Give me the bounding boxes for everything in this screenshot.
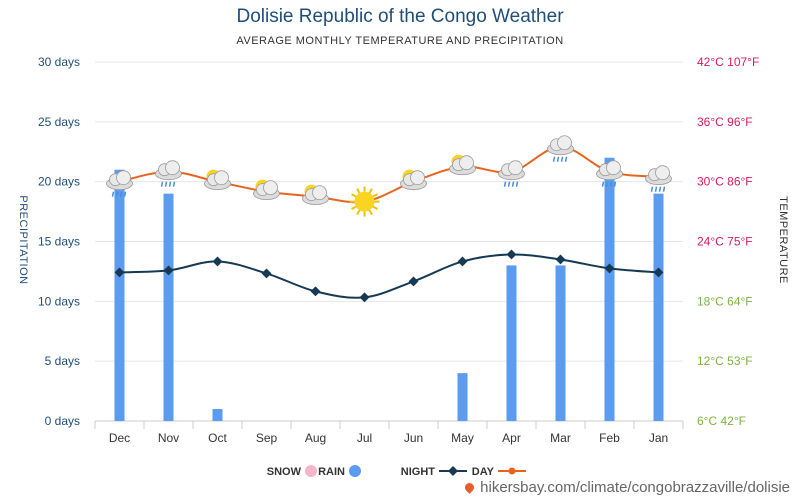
cloud-rain-icon — [547, 135, 574, 162]
x-tick-label: Oct — [208, 431, 227, 445]
x-tick-label: Apr — [502, 431, 521, 445]
y-axis-title-left: PRECIPITATION — [17, 195, 29, 284]
night-point — [310, 286, 321, 297]
source-url: hikersbay.com/climate/congobrazzaville/d… — [480, 479, 790, 496]
x-tick-label: May — [451, 431, 474, 445]
rain-bar — [506, 265, 517, 421]
right-tick-label: 24°C 75°F — [697, 235, 753, 249]
cloud-rain-icon — [106, 170, 133, 197]
night-temperature-line — [119, 253, 659, 299]
x-tick-label: Jun — [404, 431, 423, 445]
right-tick-label: 30°C 86°F — [697, 175, 753, 189]
legend-snow-marker — [305, 465, 317, 477]
right-tick-label: 36°C 96°F — [697, 115, 753, 129]
night-point — [261, 268, 272, 279]
x-tick-label: Feb — [599, 431, 620, 445]
left-tick-label: 30 days — [38, 55, 80, 69]
legend-night-label: NIGHT — [401, 466, 436, 478]
sun-cloud-icon — [253, 179, 280, 201]
x-tick-label: Aug — [305, 431, 326, 445]
legend-day-label: DAY — [472, 466, 495, 478]
chart-title: Dolisie Republic of the Congo Weather — [236, 6, 564, 27]
night-point — [555, 254, 566, 265]
cloud-rain-icon — [498, 160, 525, 187]
night-point — [163, 265, 174, 276]
x-tick-label: Mar — [550, 431, 571, 445]
y-axis-title-right: TEMPERATURE — [777, 196, 789, 284]
night-point — [604, 263, 615, 274]
right-tick-label: 42°C 107°F — [697, 55, 759, 69]
legend-night-marker — [448, 466, 458, 476]
right-tick-label: 18°C 64°F — [697, 294, 753, 308]
sun-cloud-icon — [449, 154, 476, 176]
day-temperature-line — [119, 145, 659, 204]
night-point — [457, 256, 468, 267]
x-tick-label: Nov — [158, 431, 179, 445]
legend-rain-label: RAIN — [318, 466, 345, 478]
rain-bar — [163, 193, 174, 421]
left-tick-label: 0 days — [45, 414, 80, 428]
cloud-rain-icon — [645, 165, 672, 192]
rain-bar — [212, 409, 223, 421]
x-tick-label: Sep — [256, 431, 278, 445]
chart-subtitle: AVERAGE MONTHLY TEMPERATURE AND PRECIPIT… — [236, 35, 564, 47]
cloud-rain-icon — [596, 160, 623, 187]
rain-bar — [604, 157, 615, 421]
legend-snow-label: SNOW — [267, 466, 302, 478]
right-tick-label: 6°C 42°F — [697, 414, 746, 428]
x-tick-label: Jul — [357, 431, 372, 445]
left-tick-label: 10 days — [38, 294, 80, 308]
source-link[interactable]: hikersbay.com/climate/congobrazzaville/d… — [463, 479, 790, 496]
night-point — [408, 276, 419, 287]
left-tick-label: 15 days — [38, 235, 80, 249]
left-tick-label: 25 days — [38, 115, 80, 129]
night-point — [359, 292, 370, 303]
rain-bar — [114, 169, 125, 421]
sun-cloud-icon — [302, 184, 329, 206]
cloud-rain-icon — [155, 160, 182, 187]
x-tick-label: Dec — [109, 431, 130, 445]
left-tick-label: 20 days — [38, 175, 80, 189]
legend-day-marker — [508, 467, 516, 475]
night-point — [506, 249, 517, 260]
x-tick-label: Jan — [649, 431, 668, 445]
sun-icon — [349, 186, 380, 217]
location-pin-icon — [463, 481, 477, 494]
sun-cloud-icon — [400, 169, 427, 191]
sun-cloud-icon — [204, 169, 231, 191]
rain-bar — [555, 265, 566, 421]
rain-bar — [653, 193, 664, 421]
legend-rain-marker — [349, 465, 361, 477]
right-tick-label: 12°C 53°F — [697, 354, 753, 368]
rain-bar — [457, 373, 468, 421]
night-point — [212, 256, 223, 267]
night-point — [653, 267, 664, 278]
left-tick-label: 5 days — [45, 354, 80, 368]
